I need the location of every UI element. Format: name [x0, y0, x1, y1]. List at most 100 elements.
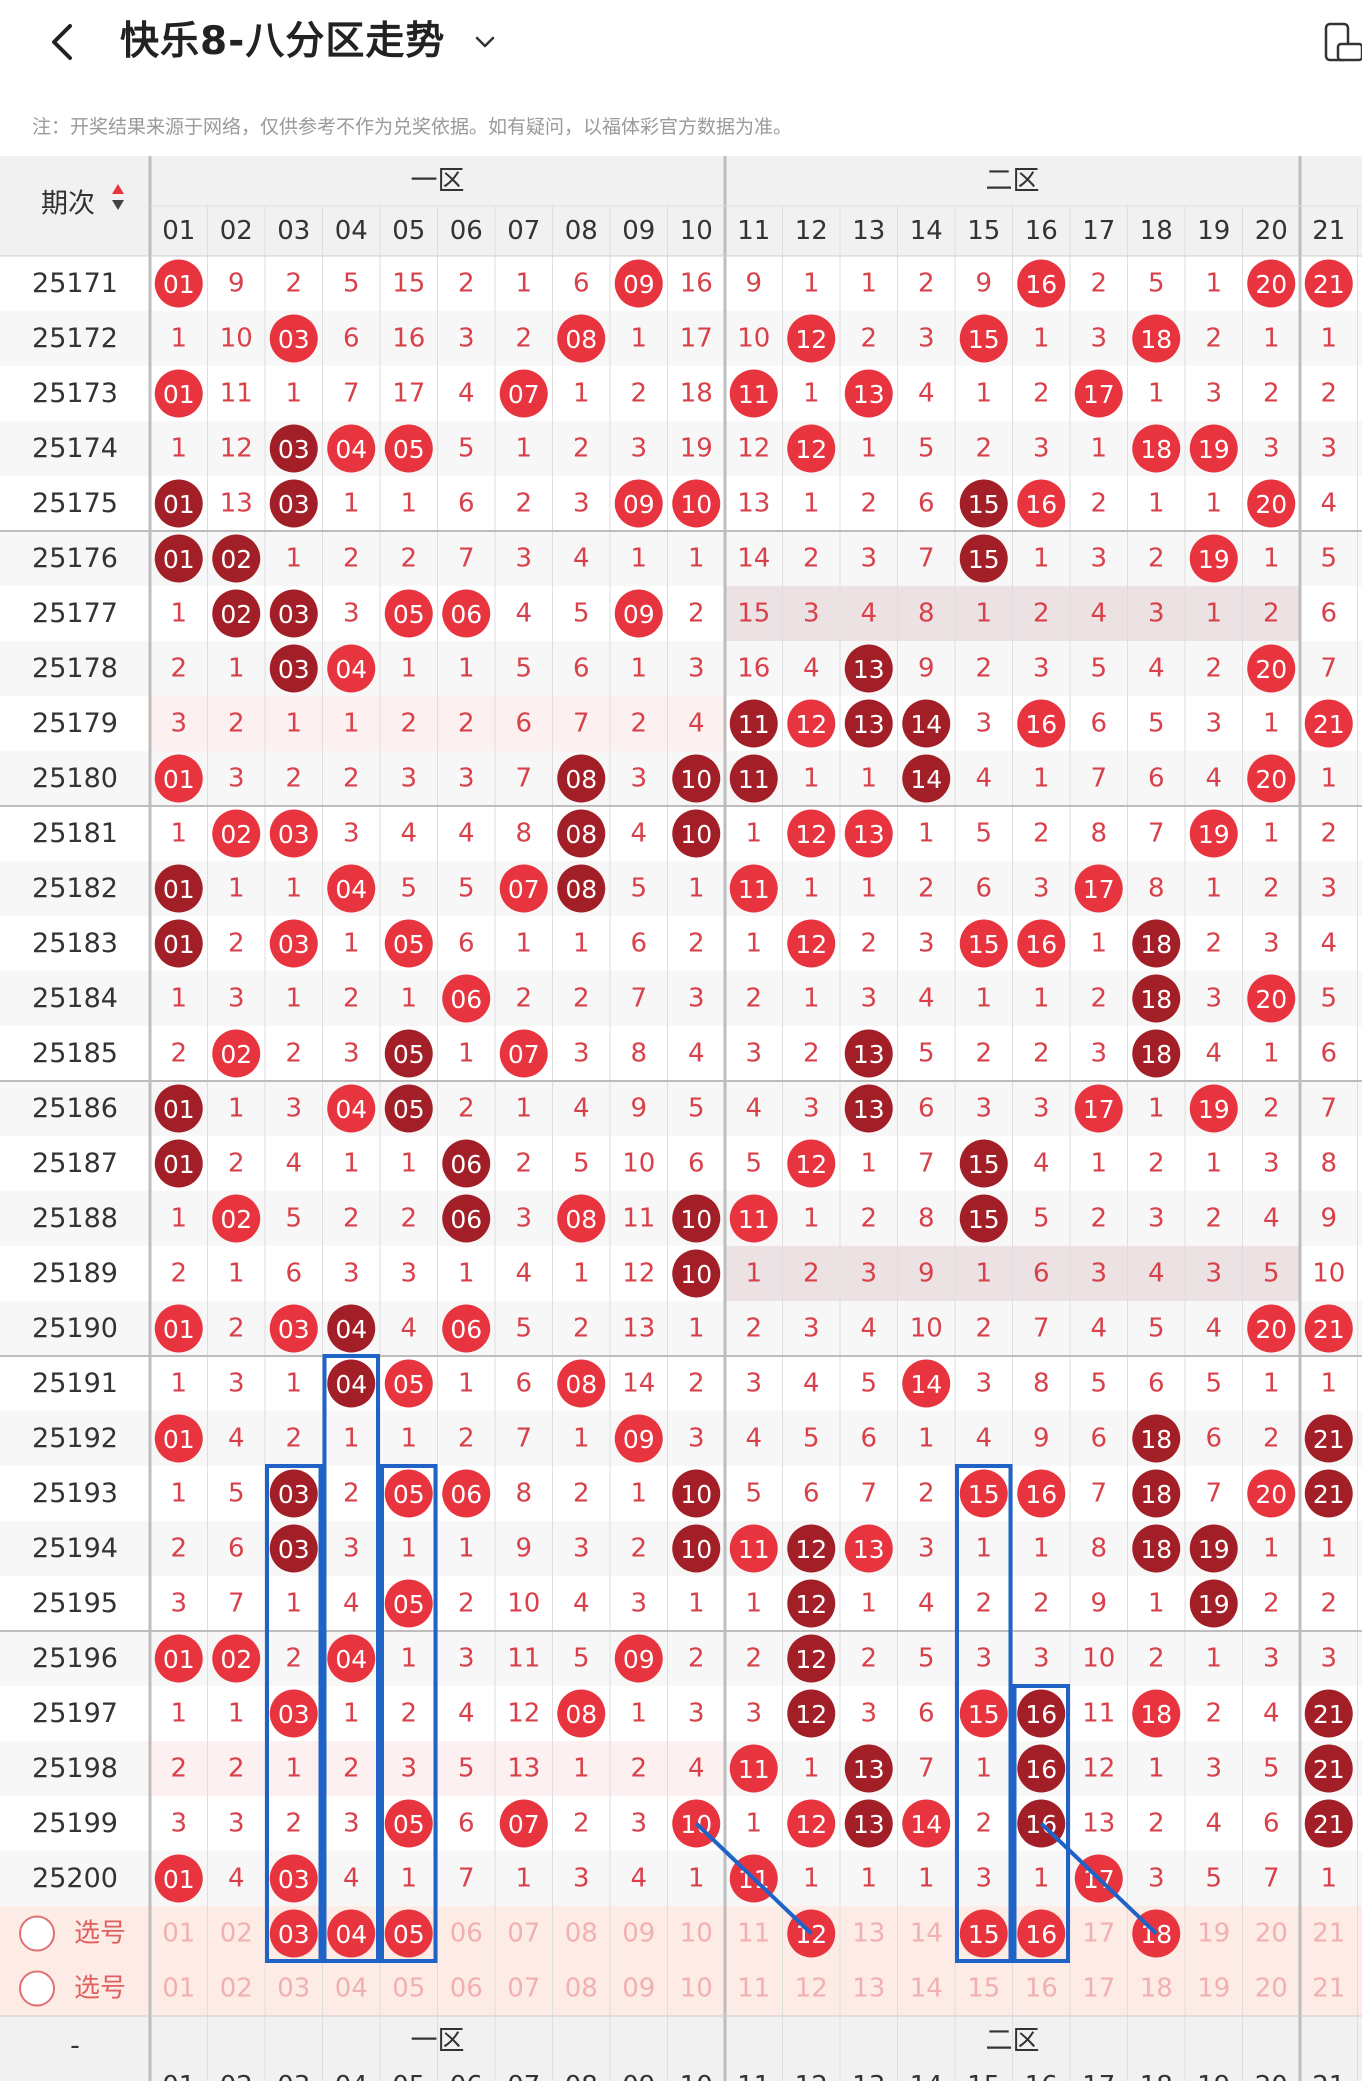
- select-row[interactable]: 选号 01 02 03 04 05 06 07 08 09 10 11 12 13 14 15 16 17 18 19…: [19, 1970, 1345, 2007]
- select-number[interactable]: 09: [622, 1919, 655, 1949]
- select-number[interactable]: 19: [1197, 1919, 1230, 1949]
- miss-count: 3: [1033, 1094, 1050, 1124]
- miss-count: 1: [745, 929, 762, 959]
- select-number[interactable]: 21: [1312, 1974, 1345, 2004]
- select-number[interactable]: 12: [795, 1974, 828, 2004]
- select-number[interactable]: 05: [392, 1974, 425, 2004]
- miss-count: 6: [1320, 599, 1337, 629]
- select-number[interactable]: 04: [335, 1974, 368, 2004]
- miss-count: 7: [515, 764, 532, 794]
- back-button[interactable]: [40, 14, 84, 70]
- ball-number: 11: [738, 765, 770, 794]
- title-dropdown-button[interactable]: [470, 26, 500, 58]
- ball-number: 10: [680, 1480, 712, 1509]
- miss-count: 1: [228, 654, 245, 684]
- select-number[interactable]: 13: [852, 1919, 885, 1949]
- miss-count: 5: [400, 874, 417, 904]
- miss-count: 4: [688, 709, 705, 739]
- miss-count: 7: [918, 1149, 935, 1179]
- table-row: 25175 01 13 03 1 1 6 2 3 09 10 13 1 2 6 15 16 2 1 1 20 4: [32, 479, 1337, 528]
- ball-number: 21: [1313, 1315, 1345, 1344]
- miss-count: 11: [1082, 1699, 1115, 1729]
- ball-number: 11: [738, 1205, 770, 1234]
- ball-number: 12: [795, 1810, 827, 1839]
- select-number[interactable]: 07: [507, 1919, 540, 1949]
- ball-number: 15: [968, 1480, 1000, 1509]
- select-number[interactable]: 21: [1312, 1919, 1345, 1949]
- miss-count: 2: [458, 269, 475, 299]
- miss-count: 1: [803, 874, 820, 904]
- select-number[interactable]: 02: [220, 1974, 253, 2004]
- drawn-ball: [1132, 919, 1181, 968]
- select-number[interactable]: 15: [967, 1974, 1000, 2004]
- radio-circle-icon[interactable]: [19, 1915, 55, 1952]
- ball-number: 15: [968, 545, 1000, 574]
- table-row: 25173 01 11 1 7 17 4 07 1 2 18 11 1 13 4 1 2 17 1 3 2 2: [32, 369, 1337, 418]
- miss-count: 1: [803, 489, 820, 519]
- drawn-ball: [672, 809, 721, 858]
- miss-count: 2: [170, 1534, 187, 1564]
- row-bg: [0, 861, 1362, 916]
- miss-count: 1: [688, 1864, 705, 1894]
- select-number[interactable]: 11: [737, 1974, 770, 2004]
- select-number[interactable]: 10: [680, 1974, 713, 2004]
- miss-count: 6: [458, 929, 475, 959]
- selected-ball[interactable]: [327, 1909, 376, 1958]
- drawn-ball: [1017, 1744, 1066, 1793]
- miss-count: 2: [975, 434, 992, 464]
- miss-count: 2: [515, 984, 532, 1014]
- ball-number: 02: [220, 820, 252, 849]
- selected-ball[interactable]: [959, 1909, 1008, 1958]
- ball-number: 18: [1140, 985, 1172, 1014]
- period-cell: 25196: [32, 1643, 118, 1674]
- selected-ball[interactable]: [1017, 1909, 1066, 1958]
- miss-count: 1: [458, 1369, 475, 1399]
- select-number[interactable]: 10: [680, 1919, 713, 1949]
- miss-count: 1: [860, 434, 877, 464]
- select-number[interactable]: 01: [162, 1974, 195, 2004]
- miss-count: 2: [228, 929, 245, 959]
- select-number[interactable]: 01: [162, 1919, 195, 1949]
- selected-ball[interactable]: [384, 1909, 433, 1958]
- ball-number: 05: [393, 1480, 425, 1509]
- ball-number: 20: [1255, 1315, 1287, 1344]
- miss-count: 1: [573, 1754, 590, 1784]
- select-number[interactable]: 11: [737, 1919, 770, 1949]
- select-number[interactable]: 09: [622, 1974, 655, 2004]
- drawn-ball: [959, 1139, 1008, 1188]
- miss-count: 6: [1033, 1259, 1050, 1289]
- select-number[interactable]: 16: [1025, 1974, 1058, 2004]
- miss-count: 2: [1033, 1589, 1050, 1619]
- select-number[interactable]: 14: [910, 1919, 943, 1949]
- select-number[interactable]: 02: [220, 1919, 253, 1949]
- select-number[interactable]: 08: [565, 1919, 598, 1949]
- drawn-ball: [1132, 424, 1181, 473]
- miss-count: 3: [343, 819, 360, 849]
- select-number[interactable]: 03: [277, 1974, 310, 2004]
- radio-circle-icon[interactable]: [19, 1970, 55, 2007]
- select-number[interactable]: 06: [450, 1974, 483, 2004]
- select-number[interactable]: 08: [565, 1974, 598, 2004]
- device-toggle-button[interactable]: [1320, 20, 1362, 70]
- drawn-ball: [499, 864, 548, 913]
- select-number[interactable]: 06: [450, 1919, 483, 1949]
- select-number[interactable]: 17: [1082, 1974, 1115, 2004]
- select-row[interactable]: 选号 01 02 03 04 05 06 07 08 09 10 11 12 13 14 15 16 17 18 19…: [19, 1909, 1345, 1958]
- select-number[interactable]: 17: [1082, 1919, 1115, 1949]
- select-number[interactable]: 07: [507, 1974, 540, 2004]
- select-number[interactable]: 14: [910, 1974, 943, 2004]
- select-number[interactable]: 19: [1197, 1974, 1230, 2004]
- period-cell: 25200: [32, 1863, 118, 1894]
- period-header[interactable]: 期次: [41, 189, 95, 220]
- select-number[interactable]: 18: [1140, 1974, 1173, 2004]
- select-number[interactable]: 20: [1255, 1919, 1288, 1949]
- miss-count: 8: [1090, 1534, 1107, 1564]
- select-number[interactable]: 13: [852, 1974, 885, 2004]
- miss-count: 6: [285, 1259, 302, 1289]
- sort-updown-icon[interactable]: [112, 184, 124, 210]
- selected-ball[interactable]: [269, 1909, 318, 1958]
- select-number[interactable]: 20: [1255, 1974, 1288, 2004]
- ball-number: 15: [968, 1205, 1000, 1234]
- miss-count: 8: [515, 1479, 532, 1509]
- miss-count: 1: [975, 379, 992, 409]
